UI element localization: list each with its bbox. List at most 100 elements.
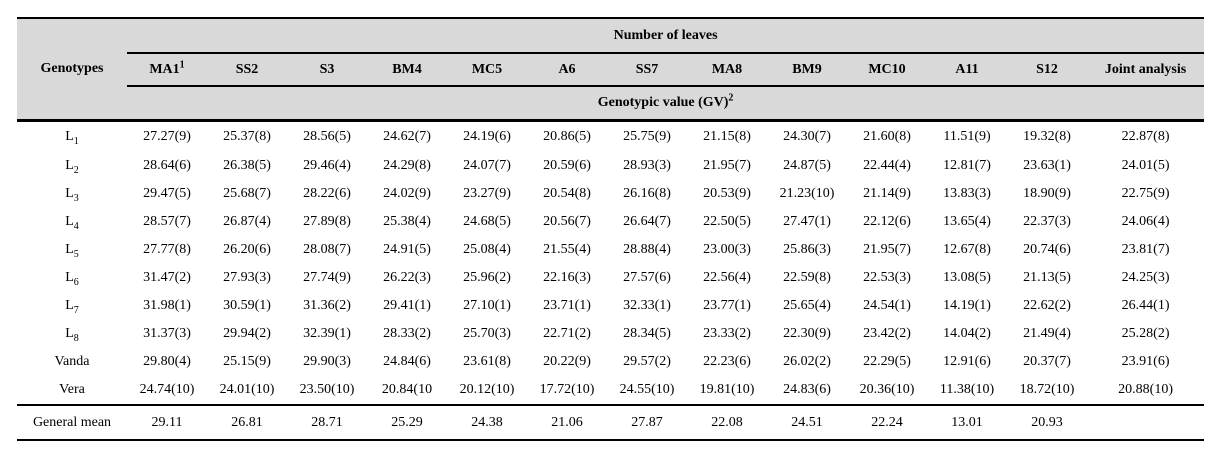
row-label: L3 <box>65 186 79 204</box>
value-cell: 21.23(10) <box>779 186 835 201</box>
value-cell: 13.83(3) <box>943 186 991 201</box>
col-header-ss2: SS2 <box>207 53 287 87</box>
footnote-marker: 2 <box>728 92 734 104</box>
value-cell: 27.87 <box>607 404 687 441</box>
col-header-a6: A6 <box>527 53 607 87</box>
table-row: L5 27.77(8) 26.20(6) 28.08(7) 24.91(5) 2… <box>17 236 1204 264</box>
value-cell: 25.29 <box>367 404 447 441</box>
value-cell: 22.12(6) <box>863 214 911 229</box>
value-cell: 28.08(7) <box>303 242 351 257</box>
value-cell: 23.63(1) <box>1023 158 1071 173</box>
value-cell: 29.90(3) <box>303 354 351 369</box>
value-cell: 30.59(1) <box>223 298 271 313</box>
value-cell: 22.71(2) <box>543 326 591 341</box>
value-cell: 22.29(5) <box>863 354 911 369</box>
value-cell: 22.53(3) <box>863 270 911 285</box>
value-cell: 23.27(9) <box>463 186 511 201</box>
row-label: Vera <box>59 382 85 397</box>
value-cell: 25.28(2) <box>1121 326 1170 341</box>
value-cell: 27.74(9) <box>303 270 351 285</box>
value-cell: 25.38(4) <box>383 214 431 229</box>
row-label: General mean <box>17 404 127 441</box>
value-cell: 26.87(4) <box>223 214 271 229</box>
row-label-subscript: 3 <box>73 192 79 204</box>
subheader-genotypic-value: Genotypic value (GV)2 <box>127 86 1205 122</box>
value-cell: 20.53(9) <box>703 186 751 201</box>
value-cell: 31.37(3) <box>143 326 191 341</box>
value-cell: 31.98(1) <box>143 298 191 313</box>
value-cell: 32.39(1) <box>303 326 351 341</box>
table-row: L8 31.37(3) 29.94(2) 32.39(1) 28.33(2) 2… <box>17 320 1204 348</box>
col-header-ma8: MA8 <box>687 53 767 87</box>
value-cell: 28.64(6) <box>143 158 191 173</box>
value-cell: 18.90(9) <box>1023 186 1071 201</box>
value-cell: 22.87(8) <box>1121 129 1170 144</box>
value-cell: 27.27(9) <box>143 129 191 144</box>
value-cell: 25.15(9) <box>223 354 271 369</box>
row-label: L4 <box>65 214 79 232</box>
value-cell: 28.56(5) <box>303 129 351 144</box>
value-cell: 21.13(5) <box>1023 270 1071 285</box>
value-cell: 23.00(3) <box>703 242 751 257</box>
value-cell: 12.81(7) <box>943 158 991 173</box>
row-label: L8 <box>65 326 79 344</box>
col-header-ss7: SS7 <box>607 53 687 87</box>
genotypic-value-table: Genotypes Number of leaves MA11 SS2 S3 B… <box>17 17 1205 441</box>
table-row: L1 27.27(9) 25.37(8) 28.56(5) 24.62(7) 2… <box>17 121 1204 153</box>
value-cell: 24.01(10) <box>219 382 275 397</box>
value-cell: 27.93(3) <box>223 270 271 285</box>
table-row: Vanda 29.80(4) 25.15(9) 29.90(3) 24.84(6… <box>17 348 1204 376</box>
row-label: L7 <box>65 298 79 316</box>
value-cell: 22.75(9) <box>1121 186 1170 201</box>
value-cell: 18.72(10) <box>1019 382 1075 397</box>
value-cell: 23.91(6) <box>1121 354 1170 369</box>
value-cell: 20.74(6) <box>1023 242 1071 257</box>
value-cell: 25.96(2) <box>463 270 511 285</box>
value-cell: 24.06(4) <box>1121 214 1170 229</box>
value-cell: 12.67(8) <box>943 242 991 257</box>
value-cell: 22.16(3) <box>543 270 591 285</box>
value-cell: 23.50(10) <box>299 382 355 397</box>
row-label-subscript: 7 <box>73 304 79 316</box>
footnote-marker: 1 <box>179 58 185 70</box>
row-label-subscript: 8 <box>73 332 79 344</box>
value-cell: 20.36(10) <box>859 382 915 397</box>
value-cell: 22.37(3) <box>1023 214 1071 229</box>
value-cell: 20.59(6) <box>543 158 591 173</box>
row-label-subscript: 4 <box>73 220 79 232</box>
value-cell: 29.41(1) <box>383 298 431 313</box>
value-cell: 29.46(4) <box>303 158 351 173</box>
value-cell: 25.37(8) <box>223 129 271 144</box>
value-cell: 25.70(3) <box>463 326 511 341</box>
value-cell: 27.77(8) <box>143 242 191 257</box>
row-label: L6 <box>65 270 79 288</box>
value-cell: 25.68(7) <box>223 186 271 201</box>
value-cell: 22.44(4) <box>863 158 911 173</box>
value-cell: 23.77(1) <box>703 298 751 313</box>
value-cell: 19.32(8) <box>1023 129 1071 144</box>
value-cell: 29.11 <box>127 404 207 441</box>
table-row: L3 29.47(5) 25.68(7) 28.22(6) 24.02(9) 2… <box>17 180 1204 208</box>
value-cell: 26.38(5) <box>223 158 271 173</box>
value-cell: 21.95(7) <box>863 242 911 257</box>
value-cell: 27.57(6) <box>623 270 671 285</box>
value-cell: 20.22(9) <box>543 354 591 369</box>
col-header-joint-analysis: Joint analysis <box>1087 53 1205 87</box>
value-cell: 24.74(10) <box>139 382 195 397</box>
value-cell: 24.01(5) <box>1121 158 1170 173</box>
value-cell: 26.64(7) <box>623 214 671 229</box>
value-cell: 24.84(6) <box>383 354 431 369</box>
row-label: L1 <box>65 129 79 147</box>
value-cell: 24.38 <box>447 404 527 441</box>
col-header-s3: S3 <box>287 53 367 87</box>
value-cell: 23.61(8) <box>463 354 511 369</box>
table-row: Vera 24.74(10) 24.01(10) 23.50(10) 20.84… <box>17 376 1204 405</box>
value-cell: 24.62(7) <box>383 129 431 144</box>
value-cell: 24.25(3) <box>1121 270 1170 285</box>
table-header: Genotypes Number of leaves MA11 SS2 S3 B… <box>17 18 1205 122</box>
value-cell: 24.19(6) <box>463 129 511 144</box>
value-cell: 21.06 <box>527 404 607 441</box>
row-label: L2 <box>65 158 79 176</box>
value-cell: 24.51 <box>767 404 847 441</box>
